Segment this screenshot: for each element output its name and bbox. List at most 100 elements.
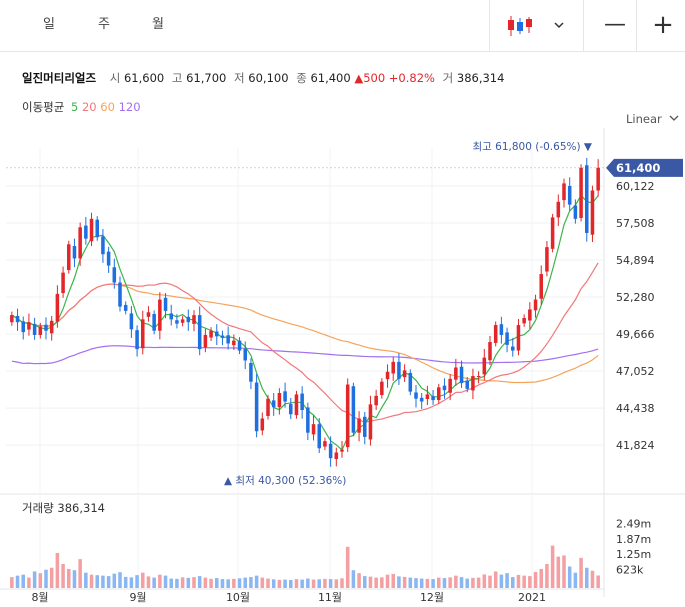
volume-bar bbox=[311, 579, 316, 588]
volume-bar bbox=[209, 578, 213, 588]
candle bbox=[311, 424, 316, 435]
tab-daily[interactable]: 일 bbox=[43, 17, 55, 32]
candle bbox=[368, 404, 373, 440]
toolbar-divider bbox=[489, 0, 490, 52]
y-tick-label: 49,666 bbox=[616, 328, 655, 341]
candle bbox=[425, 394, 430, 399]
volume-bar bbox=[368, 576, 373, 588]
stock-name: 일진머티리얼즈 bbox=[22, 71, 97, 85]
candle bbox=[596, 167, 600, 191]
toolbar-divider bbox=[636, 0, 637, 52]
volume-bar bbox=[437, 577, 441, 588]
candle bbox=[471, 376, 475, 391]
candle bbox=[585, 165, 589, 233]
volume-bar bbox=[141, 572, 145, 588]
volume-bar bbox=[106, 576, 111, 588]
candle bbox=[192, 315, 196, 324]
candle bbox=[328, 443, 333, 459]
volume-bar bbox=[385, 574, 390, 588]
candle bbox=[243, 348, 247, 361]
candle bbox=[590, 190, 595, 235]
candle bbox=[323, 441, 327, 447]
candle bbox=[550, 217, 555, 249]
volume-bar bbox=[283, 579, 287, 588]
candle bbox=[374, 395, 378, 406]
volume-bar bbox=[590, 570, 595, 588]
volume-bar bbox=[226, 579, 230, 588]
candle bbox=[158, 299, 162, 331]
candle bbox=[391, 361, 395, 374]
y-tick-label: 60,122 bbox=[616, 180, 655, 193]
chart-type-dropdown[interactable] bbox=[548, 10, 570, 40]
volume-bar bbox=[38, 573, 43, 588]
high-value: 61,700 bbox=[186, 71, 227, 85]
candle bbox=[345, 384, 350, 448]
volume-bar bbox=[573, 572, 578, 588]
volume-bar bbox=[163, 575, 168, 588]
candle bbox=[505, 332, 509, 345]
candle bbox=[499, 324, 504, 335]
volume-bar bbox=[254, 575, 259, 588]
volume-bar bbox=[345, 546, 350, 588]
candle bbox=[573, 205, 578, 219]
candle bbox=[277, 393, 282, 408]
candle bbox=[266, 398, 270, 416]
scale-mode-label: Linear bbox=[626, 112, 662, 126]
chevron-down-icon bbox=[554, 22, 564, 29]
chart-type-button[interactable] bbox=[500, 10, 540, 40]
candle bbox=[180, 319, 185, 323]
volume-value: 386,314 bbox=[456, 71, 505, 85]
candle bbox=[10, 315, 14, 323]
candle bbox=[169, 313, 173, 320]
volume-bar bbox=[15, 575, 20, 588]
tab-weekly[interactable]: 주 bbox=[98, 17, 110, 32]
close-label: 종 bbox=[296, 71, 307, 85]
scale-mode-dropdown[interactable]: Linear bbox=[626, 112, 679, 126]
candle bbox=[249, 362, 253, 382]
ma60-line bbox=[11, 283, 599, 384]
candle bbox=[476, 376, 481, 378]
volume-bar bbox=[21, 574, 25, 588]
candle bbox=[175, 320, 179, 324]
volume-bar bbox=[505, 573, 509, 588]
volume-bar bbox=[493, 571, 498, 588]
candle bbox=[533, 299, 538, 311]
volume-bar bbox=[391, 573, 395, 588]
volume-bar bbox=[380, 577, 384, 588]
candle bbox=[579, 167, 583, 218]
volume-bar bbox=[220, 579, 225, 588]
tab-monthly[interactable]: 월 bbox=[152, 17, 164, 32]
change-percent: +0.82% bbox=[388, 71, 435, 85]
ma120-label[interactable]: 120 bbox=[118, 100, 141, 114]
volume-bar bbox=[44, 569, 48, 588]
candlestick-icon bbox=[508, 16, 532, 36]
candle bbox=[402, 370, 407, 378]
ma20-label[interactable]: 20 bbox=[81, 100, 97, 114]
candle bbox=[385, 371, 390, 380]
ma-label: 이동평균 bbox=[22, 100, 65, 114]
volume-bar bbox=[55, 552, 60, 588]
volume-bar bbox=[169, 578, 173, 588]
zoom-in-button[interactable]: + bbox=[652, 10, 674, 40]
candle bbox=[431, 396, 435, 401]
volume-bar bbox=[408, 577, 413, 588]
volume-bar bbox=[516, 574, 521, 588]
candle bbox=[220, 335, 225, 338]
candle bbox=[209, 330, 213, 338]
candle bbox=[317, 424, 321, 449]
candle bbox=[271, 400, 276, 408]
candle bbox=[78, 227, 82, 259]
ma5-label[interactable]: 5 bbox=[70, 100, 79, 114]
volume-bar bbox=[123, 576, 128, 588]
candle bbox=[363, 416, 367, 437]
volume-bar bbox=[488, 575, 492, 588]
volume-bar bbox=[197, 576, 202, 588]
zoom-out-button[interactable]: — bbox=[604, 12, 626, 37]
candle bbox=[152, 313, 156, 331]
volume-bar bbox=[203, 577, 208, 588]
volume-bar bbox=[476, 577, 481, 588]
candle bbox=[135, 330, 139, 350]
ma60-label[interactable]: 60 bbox=[100, 100, 115, 114]
close-value: 61,400 bbox=[310, 71, 351, 85]
